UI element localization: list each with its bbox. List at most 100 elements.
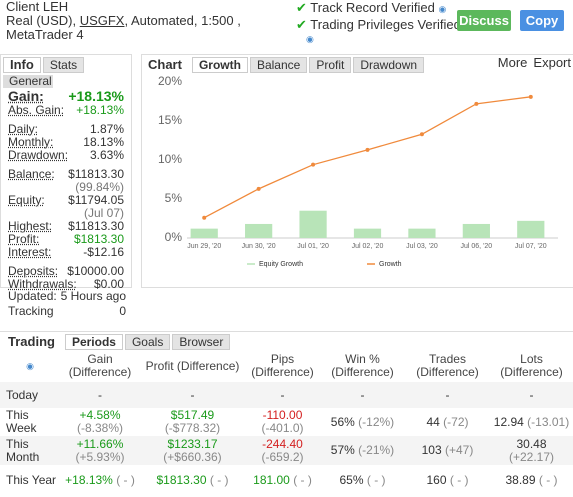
x-tick-label: Jul 06, '20 (461, 243, 493, 250)
y-tick-label: 5% (165, 191, 183, 205)
cell-diff: ( - ) (293, 472, 312, 487)
x-tick-label: Jun 29, '20 (187, 243, 221, 250)
header-row: ◉ Gain (Difference) Profit (Difference) Pips… (0, 350, 573, 382)
tab[interactable]: Periods (64, 334, 123, 350)
x-tick-label: Jul 03, '20 (406, 243, 438, 250)
info-value: $0.00 (93, 277, 124, 291)
chart-tabs: Chart Growth Balance Profit Drawdown (144, 57, 426, 73)
tab[interactable]: Browser (172, 334, 231, 350)
info-label: Abs. Gain: (8, 103, 65, 117)
table-cell: - (245, 382, 320, 408)
column-name: Win % (345, 352, 380, 366)
bar (299, 210, 327, 238)
tab[interactable]: Growth (191, 57, 248, 73)
tab[interactable]: Trading (8, 334, 55, 349)
table-cell: -110.00 (-401.0) (245, 408, 320, 436)
section-label: General (3, 75, 53, 88)
tracking-value: 0 (119, 304, 126, 318)
table-cell: 103 (+47) (405, 436, 490, 465)
line (203, 96, 531, 219)
cell-diff: ( - ) (538, 472, 558, 487)
column-name: Trades (429, 352, 466, 366)
table-cell: - (490, 382, 573, 408)
info-label: Interest: (8, 245, 52, 259)
info-group: Gain: +18.13% Abs. Gain: +18.13% (1, 89, 131, 117)
y-tick-label: 15% (158, 113, 182, 127)
table-cell: $1233.17 (+$660.36) (140, 436, 245, 465)
y-tick-label: 0% (165, 230, 183, 244)
cell-diff: (-72) (443, 414, 469, 429)
table-cell: 44 (-72) (405, 408, 490, 436)
title: Client LEH (6, 0, 69, 14)
cell-diff: (-659.2) (261, 449, 304, 464)
info-value: +18.13% (68, 88, 124, 104)
header: Client LEH Real (USD), USGFX, Automated,… (6, 0, 296, 42)
table-cell: 56% (-12%) (320, 408, 405, 436)
table-cell: - (320, 382, 405, 408)
info-value: $11813.30 (68, 167, 124, 181)
column-sub: (Difference) (416, 365, 479, 379)
table-row: This Week +4.58% (-8.38%) $517.49 (-$778.32)… (0, 408, 573, 436)
info-row: Equity: $11794.05 (1, 194, 131, 207)
header-cell: Gain (Difference) (60, 350, 140, 382)
column-sub: (Difference) (68, 365, 132, 379)
tab[interactable]: Chart (148, 57, 182, 72)
column-name: Profit (Difference) (145, 358, 240, 373)
cell-value: - (280, 387, 285, 402)
cell-value: 44 (426, 414, 440, 429)
info-row: Balance: $11813.30 (1, 168, 131, 181)
column-name: Gain (87, 352, 113, 366)
cell-value: $1813.30 (156, 472, 207, 487)
cell-value: 181.00 (253, 472, 290, 487)
table-cell: 12.94 (-13.01) (490, 408, 573, 436)
cell-value: $1233.17 (167, 436, 218, 451)
info-group: Daily: 1.87% Monthly: 18.13% Drawdown: 3.63% (1, 123, 131, 162)
cell-value: $517.49 (170, 408, 215, 422)
cell-value: 56% (330, 414, 355, 429)
info-value: 1.87% (89, 122, 124, 136)
chart-action[interactable]: Export (533, 55, 571, 70)
column-name: Lots (520, 352, 543, 366)
chart-action[interactable]: More (497, 55, 528, 70)
cell-diff: (+$660.36) (163, 449, 222, 464)
tab[interactable]: Info (3, 57, 41, 73)
info-group: Deposits: $10000.00 Withdrawals: $0.00 (1, 265, 131, 291)
discuss-button[interactable]: Discuss (457, 10, 511, 31)
info-tabs: Info Stats (1, 55, 131, 73)
copy-button[interactable]: Copy (520, 10, 564, 31)
details-text: , Automated, 1:500 , MetaTrader 4 (6, 13, 241, 42)
cell-value: +4.58% (79, 408, 121, 422)
cell-value: 65% (339, 472, 364, 487)
tab[interactable]: Stats (42, 57, 85, 73)
details-text: Real (USD), (6, 13, 80, 28)
column-sub: (Difference) (500, 365, 563, 379)
point (202, 215, 207, 220)
point (311, 162, 316, 167)
tab[interactable]: Balance (249, 57, 308, 73)
verified-text: Trading Privileges Verified (310, 17, 461, 32)
info-note: (99.84%) (75, 180, 124, 194)
cell-value: -244.40 (262, 436, 303, 451)
cell-diff: (-8.38%) (76, 421, 123, 435)
info-row: Highest: $11813.30 (1, 220, 131, 233)
broker-link[interactable]: USGFX (79, 13, 125, 28)
x-tick-label: Jun 30, '20 (242, 243, 276, 250)
column-sub: (Difference) (251, 365, 314, 379)
header-cell: Profit (Difference) (140, 350, 245, 382)
table-cell: - (140, 382, 245, 408)
info-row: Profit: $1813.30 (1, 233, 131, 246)
info-value: -$12.16 (83, 245, 124, 259)
trading-panel: Trading Periods Goals Browser ◉ Gain (Differe… (0, 331, 573, 497)
column-sub: (Difference) (331, 365, 394, 379)
info-row: Abs. Gain: +18.13% (1, 104, 131, 117)
tab[interactable]: Goals (124, 334, 171, 350)
tab[interactable]: Profit (309, 57, 352, 73)
tab[interactable]: Drawdown (353, 57, 425, 73)
table-cell: - (405, 382, 490, 408)
trading-tabs: Trading Periods Goals Browser (0, 332, 573, 350)
header-cell: Lots (Difference) (490, 350, 573, 382)
cell-diff: (+5.93%) (75, 449, 125, 464)
info-value: $10000.00 (67, 264, 124, 278)
info-row: Drawdown: 3.63% (1, 149, 131, 162)
table-cell: 181.00 ( - ) (245, 465, 320, 495)
